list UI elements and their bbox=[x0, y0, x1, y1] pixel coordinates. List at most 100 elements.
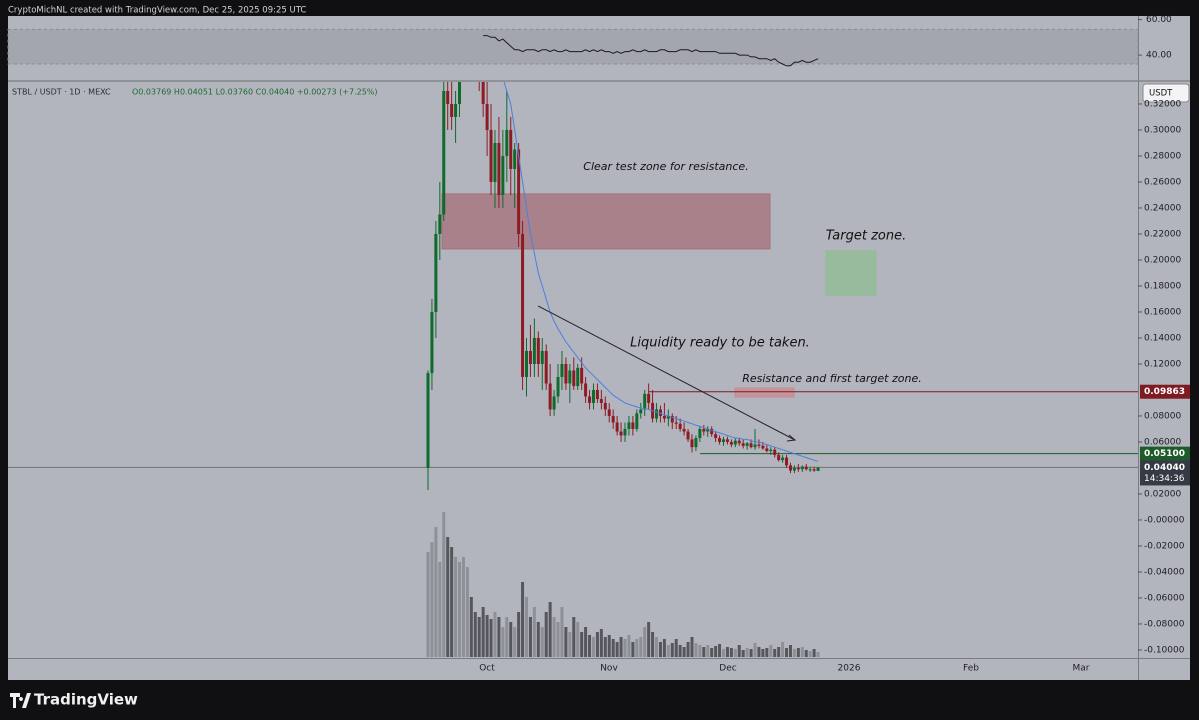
volume-bar bbox=[627, 635, 631, 657]
rsi-tick-label: 40.00 bbox=[1146, 51, 1172, 61]
candle-body bbox=[674, 422, 678, 424]
volume-bar bbox=[434, 527, 438, 657]
y-tick-label: 0.16000 bbox=[1144, 307, 1181, 317]
candle-body bbox=[702, 428, 706, 432]
candle-body bbox=[729, 441, 733, 445]
volume-bar bbox=[426, 552, 430, 657]
candle-body bbox=[662, 415, 666, 419]
volume-bar bbox=[568, 632, 572, 657]
rsi-band bbox=[7, 28, 1139, 65]
volume-bar bbox=[788, 645, 792, 657]
volume-bar bbox=[446, 537, 450, 657]
volume-bar bbox=[792, 649, 796, 657]
volume-bar bbox=[548, 602, 552, 657]
zone bbox=[734, 387, 795, 398]
volume-bar bbox=[753, 643, 757, 657]
candle-body bbox=[505, 129, 509, 156]
volume-bar bbox=[737, 645, 741, 657]
candle-body bbox=[765, 448, 769, 452]
volume-bar bbox=[658, 642, 662, 657]
y-tick-label: 0.26000 bbox=[1144, 177, 1181, 187]
candle-body bbox=[513, 149, 517, 169]
candle-body bbox=[442, 90, 446, 215]
candle-body bbox=[694, 438, 698, 448]
candle-body bbox=[588, 396, 592, 403]
volume-bar bbox=[525, 597, 528, 657]
chart-layer: 0.32000 0.30000 0.28000 0.26000 0.24000 0.220… bbox=[7, 15, 1190, 674]
candle-body bbox=[576, 367, 580, 387]
volume-bar bbox=[674, 639, 678, 657]
volume-bar bbox=[718, 644, 722, 657]
candle-body bbox=[430, 311, 434, 374]
candle-body bbox=[698, 428, 702, 439]
volume-bar bbox=[544, 612, 548, 657]
currency-button[interactable]: USDT bbox=[1142, 83, 1190, 103]
volume-bar bbox=[741, 650, 745, 657]
price-tag-label: 0.04040 bbox=[1144, 463, 1185, 473]
y-tick-label: -0.02000 bbox=[1144, 541, 1185, 551]
y-tick-label: 0.06000 bbox=[1144, 437, 1181, 447]
candle-body bbox=[607, 409, 611, 416]
volume-bar bbox=[619, 637, 623, 657]
volume-bar bbox=[647, 622, 651, 657]
candle-body bbox=[615, 422, 619, 432]
candle-body bbox=[745, 443, 749, 446]
candle-body bbox=[493, 142, 497, 182]
currency-button-bg[interactable] bbox=[1142, 83, 1190, 103]
volume-bar bbox=[769, 645, 773, 657]
volume-bar bbox=[761, 649, 765, 657]
candle-body bbox=[678, 423, 682, 429]
y-tick-label: -0.04000 bbox=[1144, 567, 1185, 577]
candle-body bbox=[639, 409, 643, 414]
candle-body bbox=[426, 373, 430, 468]
volume-bar bbox=[698, 645, 702, 657]
rsi-line bbox=[483, 35, 819, 67]
candle-body bbox=[655, 409, 659, 419]
volume-bar bbox=[584, 627, 588, 657]
x-tick-label: Dec bbox=[719, 664, 736, 674]
volume-bar bbox=[513, 627, 517, 657]
volume-bar bbox=[773, 649, 777, 657]
candle-body bbox=[757, 444, 761, 446]
y-tick-label: -0.08000 bbox=[1144, 619, 1185, 629]
candle-body bbox=[643, 393, 647, 410]
candle-body bbox=[785, 457, 789, 466]
logo-text: TradingView bbox=[34, 691, 138, 709]
candle-body bbox=[564, 363, 568, 384]
volume-bar bbox=[666, 645, 670, 657]
moving-average bbox=[503, 82, 819, 462]
volume-bar bbox=[714, 646, 718, 657]
candle-body bbox=[718, 438, 722, 442]
candle-body bbox=[603, 402, 607, 410]
volume-bar bbox=[536, 622, 540, 657]
volume-bar bbox=[454, 557, 458, 657]
x-tick-label: Mar bbox=[1073, 664, 1090, 674]
zone bbox=[441, 193, 771, 250]
volume-bar bbox=[458, 562, 462, 657]
volume-bar bbox=[615, 642, 619, 657]
volume-bar bbox=[651, 632, 655, 657]
candle-body bbox=[528, 350, 532, 364]
volume-bar bbox=[497, 617, 501, 657]
y-tick-label: 0.18000 bbox=[1144, 281, 1181, 291]
volume-bar bbox=[631, 642, 635, 657]
volume-bar bbox=[588, 635, 592, 657]
candle-body bbox=[670, 415, 674, 423]
currency-button-label[interactable]: USDT bbox=[1149, 89, 1173, 99]
y-tick-label: 0.02000 bbox=[1144, 489, 1181, 499]
symbol: STBL / USDT · 1D · MEXC bbox=[12, 88, 111, 97]
volume-bar bbox=[777, 647, 781, 657]
volume-bar bbox=[469, 597, 473, 657]
ohlc-values: O0.03769 H0.04051 L0.03760 C0.04040 +0.0… bbox=[132, 88, 378, 97]
volume-bar bbox=[682, 647, 686, 657]
volume-bar bbox=[643, 627, 647, 657]
volume-bar bbox=[670, 643, 674, 657]
volume-bar bbox=[528, 617, 532, 657]
volume-bar bbox=[607, 635, 611, 657]
candle-body bbox=[591, 389, 595, 403]
volume-bar bbox=[745, 648, 749, 657]
candle-body bbox=[599, 399, 603, 403]
volume-bar bbox=[450, 547, 454, 657]
